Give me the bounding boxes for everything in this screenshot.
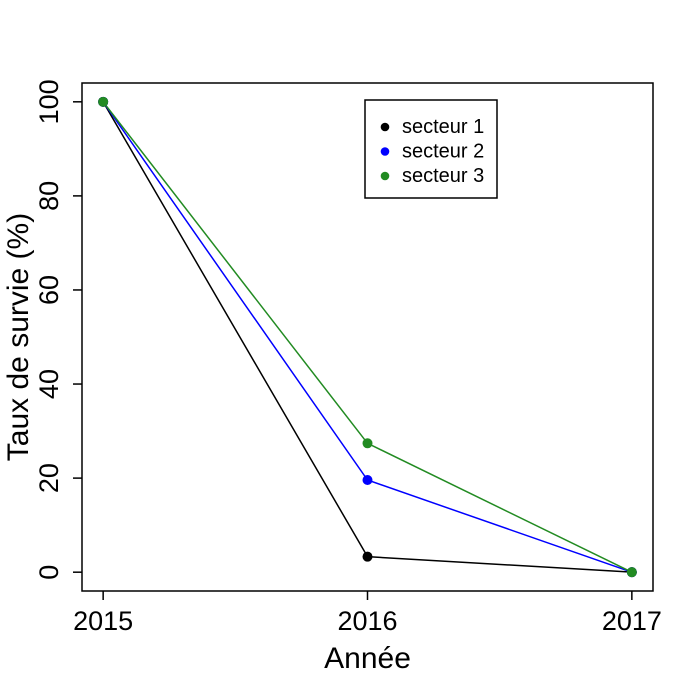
legend-marker (380, 147, 390, 156)
x-tick-label: 2015 (73, 606, 133, 636)
y-tick-label: 60 (34, 275, 64, 305)
data-point (362, 438, 373, 449)
x-axis-title: Année (324, 642, 411, 675)
data-point (626, 567, 637, 578)
x-axis: 2015 2016 2017 (73, 591, 662, 636)
data-point (362, 551, 373, 562)
series-points (98, 96, 637, 578)
y-tick-label: 20 (34, 463, 64, 493)
data-point (98, 96, 109, 107)
y-tick-label: 40 (34, 369, 64, 399)
y-tick-label: 100 (34, 79, 64, 124)
legend-label: secteur 2 (402, 141, 484, 163)
legend-label: secteur 1 (402, 116, 484, 138)
y-tick-label: 80 (34, 181, 64, 211)
y-tick-label: 0 (34, 565, 64, 580)
data-point (362, 474, 373, 485)
y-axis-title: Taux de survie (%) (2, 213, 35, 461)
y-axis: 0 20 40 60 80 100 (34, 79, 82, 580)
legend-label: secteur 3 (402, 165, 484, 187)
x-tick-label: 2017 (602, 606, 662, 636)
legend-marker (380, 171, 390, 181)
x-tick-label: 2016 (337, 606, 397, 636)
legend-marker (380, 122, 390, 132)
